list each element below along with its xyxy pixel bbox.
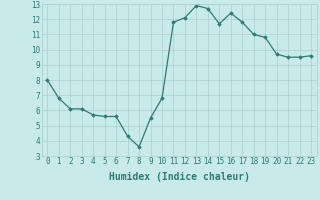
X-axis label: Humidex (Indice chaleur): Humidex (Indice chaleur) <box>109 172 250 182</box>
